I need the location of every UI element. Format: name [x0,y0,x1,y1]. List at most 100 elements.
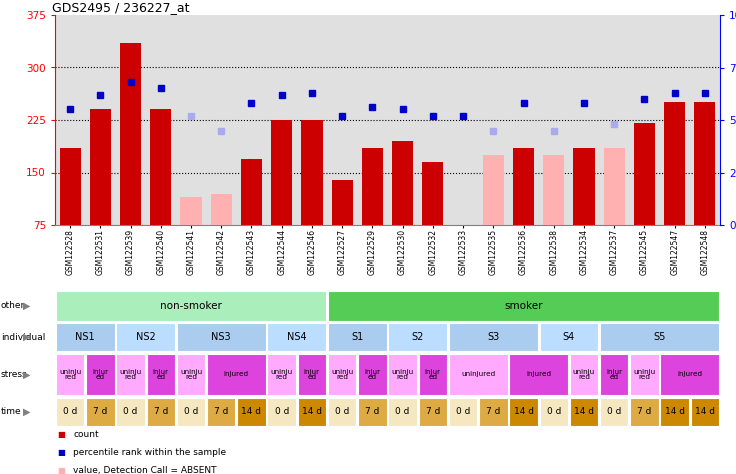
Text: 7 d: 7 d [365,408,380,417]
Text: injur
ed: injur ed [304,369,320,380]
Bar [332,180,353,225]
Text: NS4: NS4 [287,332,307,342]
Text: injur
ed: injur ed [364,369,381,380]
Bar [146,398,175,426]
Bar [177,354,205,395]
Text: 14 d: 14 d [665,408,684,417]
Text: other: other [1,301,25,310]
Text: 7 d: 7 d [425,408,440,417]
Text: 0 d: 0 d [456,408,470,417]
Text: NS1: NS1 [75,332,95,342]
Bar [56,354,85,395]
Text: injur
ed: injur ed [92,369,108,380]
Text: 0 d: 0 d [607,408,621,417]
Bar [389,398,417,426]
Bar [419,354,447,395]
Bar [358,398,386,426]
Bar [90,109,111,225]
Text: injured: injured [224,372,249,377]
Text: 14 d: 14 d [241,408,261,417]
Bar [449,398,477,426]
Bar [177,398,205,426]
Text: time: time [1,408,21,417]
Text: injured: injured [526,372,551,377]
Bar [543,155,565,225]
Bar [60,148,81,225]
Text: stress: stress [1,370,27,379]
Text: 14 d: 14 d [695,408,715,417]
Text: injur
ed: injur ed [606,369,622,380]
Bar [539,323,598,351]
Text: 0 d: 0 d [395,408,410,417]
Bar [690,398,719,426]
Text: injured: injured [677,372,702,377]
Text: uninju
red: uninju red [633,369,656,380]
Text: 7 d: 7 d [637,408,651,417]
Bar [479,398,508,426]
Bar [56,292,326,321]
Bar [237,398,266,426]
Text: uninju
red: uninju red [573,369,595,380]
Text: uninju
red: uninju red [331,369,353,380]
Text: non-smoker: non-smoker [160,301,222,311]
Bar [362,148,383,225]
Bar [116,354,145,395]
Text: ■: ■ [57,448,65,457]
Text: 0 d: 0 d [124,408,138,417]
Bar [570,398,598,426]
Bar [509,398,538,426]
Text: 0 d: 0 d [547,408,561,417]
Text: 7 d: 7 d [93,408,107,417]
Bar [267,354,296,395]
Text: 7 d: 7 d [154,408,168,417]
Bar [146,354,175,395]
Bar [116,323,175,351]
Text: NS2: NS2 [136,332,155,342]
Bar [660,398,689,426]
Text: ▶: ▶ [24,301,31,311]
Bar [664,102,685,225]
Text: S2: S2 [411,332,424,342]
Text: S5: S5 [654,332,666,342]
Text: uninju
red: uninju red [59,369,81,380]
Bar [483,155,504,225]
Text: GDS2495 / 236227_at: GDS2495 / 236227_at [52,1,189,14]
Text: injur
ed: injur ed [153,369,169,380]
Text: uninju
red: uninju red [271,369,293,380]
Bar [600,323,719,351]
Bar [509,354,568,395]
Bar [449,354,508,395]
Bar [298,354,326,395]
Bar [241,158,262,225]
Bar [573,148,595,225]
Bar [660,354,719,395]
Text: uninju
red: uninju red [119,369,142,380]
Text: injur
ed: injur ed [425,369,441,380]
Text: ▶: ▶ [24,370,31,380]
Text: uninju
red: uninju red [180,369,202,380]
Bar [392,141,413,225]
Bar [298,398,326,426]
Text: 14 d: 14 d [574,408,594,417]
Bar [570,354,598,395]
Bar [358,354,386,395]
Text: 0 d: 0 d [275,408,289,417]
Bar [116,398,145,426]
Text: smoker: smoker [504,301,542,311]
Bar [600,398,629,426]
Bar [86,354,115,395]
Bar [150,109,171,225]
Text: 0 d: 0 d [335,408,350,417]
Text: S1: S1 [351,332,364,342]
Text: 0 d: 0 d [184,408,198,417]
Bar [301,120,322,225]
Bar [267,323,326,351]
Text: 14 d: 14 d [302,408,322,417]
Bar [328,398,356,426]
Text: uninju
red: uninju red [392,369,414,380]
Text: count: count [73,430,99,439]
Text: value, Detection Call = ABSENT: value, Detection Call = ABSENT [73,466,216,474]
Text: 0 d: 0 d [63,408,77,417]
Bar [422,162,443,225]
Bar [389,323,447,351]
